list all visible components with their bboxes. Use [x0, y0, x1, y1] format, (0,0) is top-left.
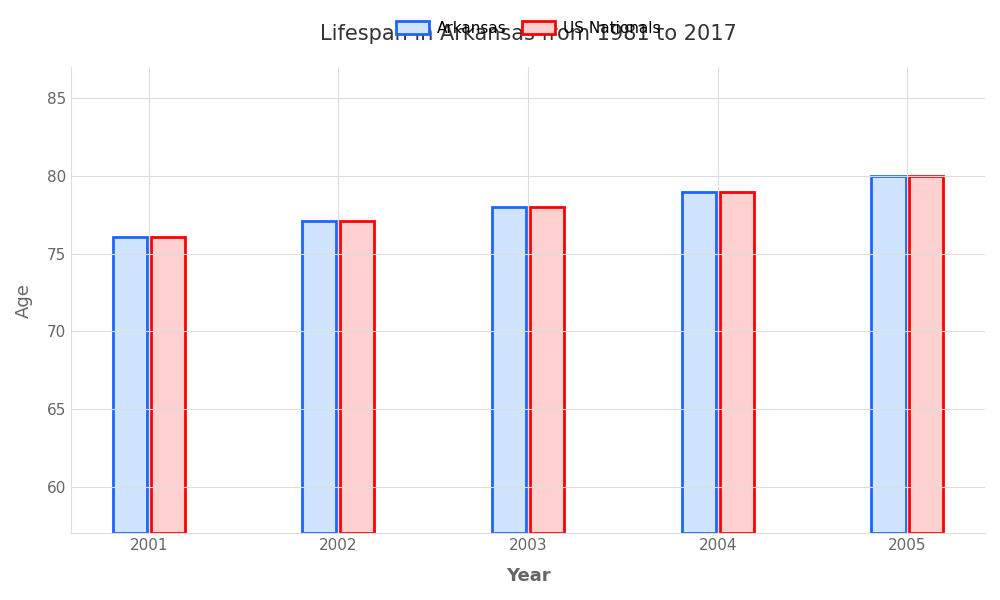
Bar [492, 207, 526, 533]
Bar [113, 236, 147, 533]
Bar [151, 236, 185, 533]
Bar [720, 191, 754, 533]
X-axis label: Year: Year [506, 567, 550, 585]
Bar [909, 176, 943, 533]
Bar [302, 221, 336, 533]
Bar [871, 176, 906, 533]
Title: Lifespan in Arkansas from 1981 to 2017: Lifespan in Arkansas from 1981 to 2017 [320, 23, 736, 44]
Bar [682, 191, 716, 533]
Legend: Arkansas, US Nationals: Arkansas, US Nationals [389, 14, 667, 42]
Bar [530, 207, 564, 533]
Bar [340, 221, 374, 533]
Y-axis label: Age: Age [15, 283, 33, 318]
